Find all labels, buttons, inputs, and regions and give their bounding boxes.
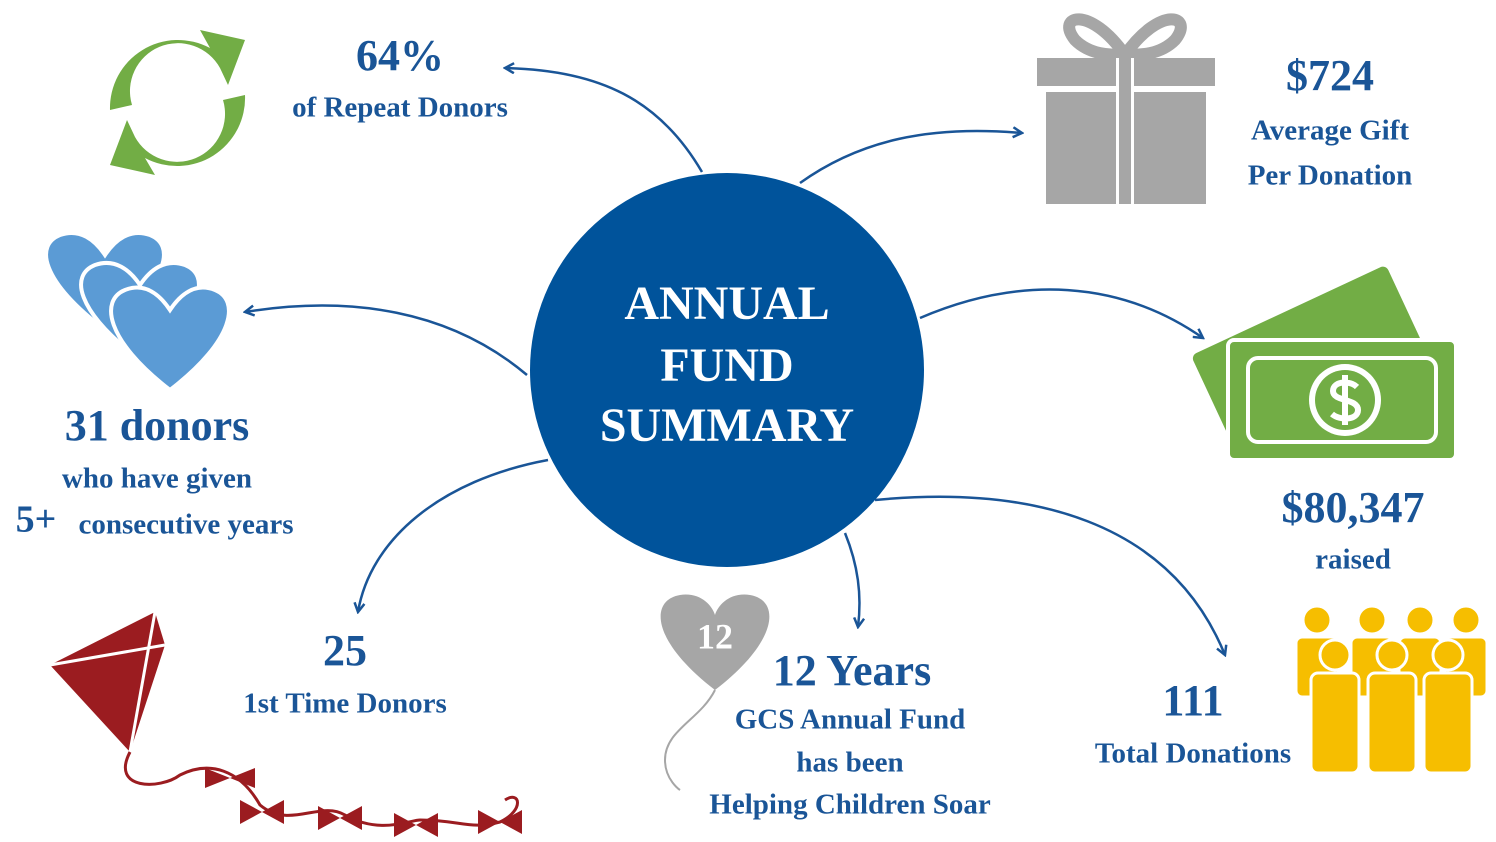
arrow (920, 290, 1203, 338)
stat-value: $80,347 (1282, 483, 1425, 532)
center-title: FUND (660, 339, 793, 392)
stat-label: of Repeat Donors (292, 92, 508, 124)
money-icon (1191, 265, 1456, 460)
arrow (245, 306, 527, 375)
stat-label: Total Donations (1095, 738, 1291, 770)
stat-label: 1st Time Donors (243, 688, 447, 720)
stat-label: consecutive years (78, 509, 293, 541)
stat-label: GCS Annual Fund (735, 704, 966, 736)
arrow (505, 68, 702, 172)
page: {"center": {"title_lines": ["ANNUAL", "F… (0, 0, 1496, 842)
stat-label: raised (1315, 544, 1391, 576)
gift-icon (1037, 19, 1215, 204)
balloon-icon: 12 (661, 595, 770, 790)
stat-label: who have given (62, 463, 252, 495)
arrow (800, 131, 1022, 183)
stat-value: 64% (356, 31, 444, 80)
recycle-icon (110, 30, 245, 175)
balloon-label: 12 (697, 616, 733, 656)
arrow (845, 533, 859, 627)
center-title: ANNUAL (624, 277, 829, 330)
center-title: SUMMARY (600, 399, 854, 452)
arrow (358, 460, 548, 612)
stat-label: Per Donation (1248, 160, 1413, 192)
stat-value: 111 (1162, 676, 1223, 725)
stat-label: 5+ (16, 499, 57, 541)
stat-value: $724 (1286, 51, 1374, 100)
stat-label: Average Gift (1251, 115, 1409, 147)
stat-value: 12 Years (773, 646, 931, 695)
hearts-icon (46, 233, 229, 390)
infographic: ANNUAL FUND SUMMARY (0, 0, 1496, 842)
stat-value: 25 (323, 626, 367, 675)
arrow (875, 497, 1225, 655)
stat-value: 31 donors (65, 401, 250, 450)
kite-icon (50, 612, 522, 837)
stat-label: has been (796, 747, 903, 779)
people-icon (1296, 606, 1487, 773)
stat-label: Helping Children Soar (709, 789, 991, 821)
